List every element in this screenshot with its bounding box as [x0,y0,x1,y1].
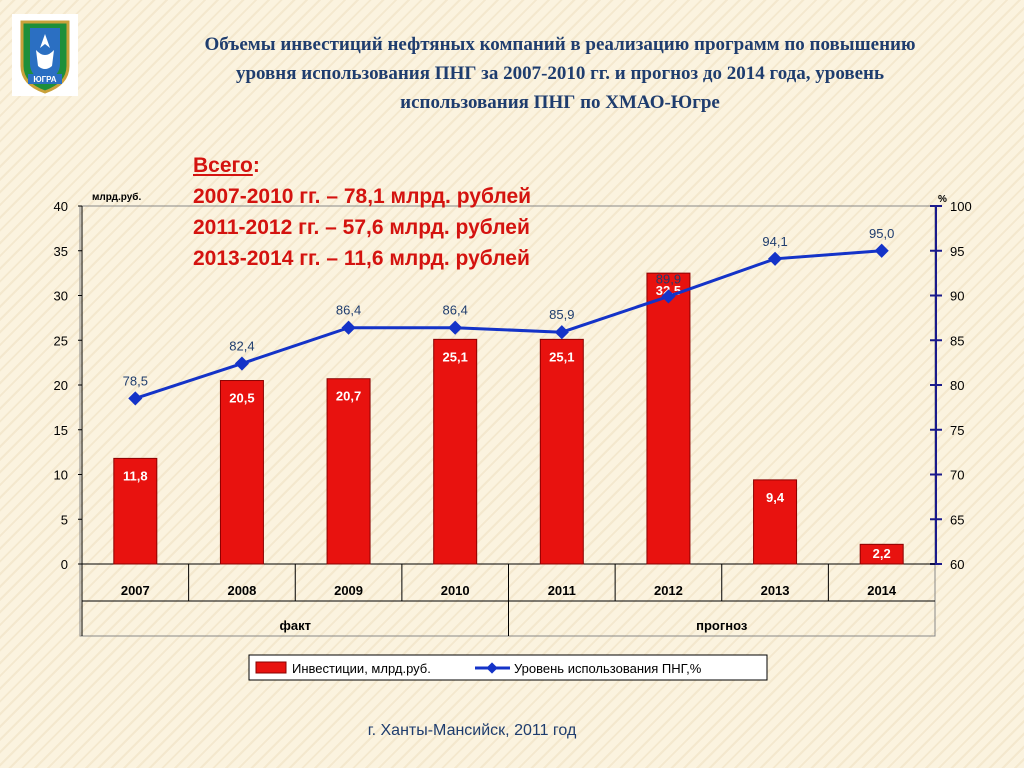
x-category-label: 2014 [867,583,897,598]
bar-value-label: 20,7 [336,389,361,404]
x-category-label: 2010 [441,583,470,598]
bar [219,380,264,565]
line-value-label: 95,0 [869,226,894,241]
bar [646,272,691,565]
y-left-tick-label: 10 [54,468,68,483]
line-point-marker [448,320,463,335]
bar-value-label: 25,1 [549,349,574,364]
x-group-label: факт [280,618,311,633]
line-series [134,249,882,400]
x-category-label: 2009 [334,583,363,598]
y-right-tick-label: 60 [950,557,964,572]
x-category-label: 2008 [227,583,256,598]
title-line-2: уровня использования ПНГ за 2007-2010 гг… [235,63,885,84]
y-left-tick-label: 30 [54,289,68,304]
y-left-tick-label: 25 [54,333,68,348]
y-right-tick-label: 70 [950,468,964,483]
line-point-marker [128,391,143,406]
y-right-unit-label: % [938,194,947,205]
totals-colon: : [252,154,260,177]
emblem-caption: ЮГРА [33,75,56,84]
line-point-marker [874,243,889,258]
bar [859,543,904,565]
y-right-tick-label: 90 [950,289,964,304]
bar-value-label: 25,1 [443,349,468,364]
totals-header: Всего [193,154,253,177]
totals-line-1: 2007-2010 гг. – 78,1 млрд. рублей [193,185,532,208]
bar [113,457,158,565]
line-value-label: 94,1 [762,234,787,249]
bar [753,479,798,565]
line-point-marker [554,325,569,340]
totals-block: Всего: 2007-2010 гг. – 78,1 млрд. рублей… [193,150,531,274]
bar-value-label: 11,8 [123,468,148,483]
totals-line-2: 2011-2012 гг. – 57,6 млрд. рублей [193,216,530,239]
x-group-label: прогноз [696,618,748,633]
x-category-label: 2011 [548,583,576,598]
line-point-marker [661,289,676,304]
y-left-tick-label: 0 [61,557,68,572]
y-left-tick-label: 20 [54,378,68,393]
y-left-tick-label: 40 [54,199,68,214]
bar-value-label: 20,5 [229,391,254,406]
y-left-tick-label: 35 [54,244,68,259]
legend-line-label: Уровень использования ПНГ,% [514,661,702,676]
y-right-tick-label: 80 [950,378,964,393]
line-point-marker [234,356,250,371]
legend-line-marker [486,662,498,674]
title-line-3: использования ПНГ по ХМАО-Югре [400,92,720,113]
totals-line-3: 2013-2014 гг. – 11,6 млрд. рублей [193,247,530,270]
x-category-label: 2012 [654,583,683,598]
line-value-label: 78,5 [123,373,148,388]
y-right-tick-label: 65 [950,512,964,527]
legend-bar-label: Инвестиции, млрд.руб. [292,661,431,676]
title-line-1: Объемы инвестиций нефтяных компаний в ре… [204,34,916,55]
line-point-marker [341,320,356,335]
line-value-label: 82,4 [229,339,254,354]
y-right-tick-label: 100 [950,199,972,214]
line-value-label: 89,9 [656,271,681,286]
y-right-tick-label: 75 [950,423,964,438]
page-title: Объемы инвестиций нефтяных компаний в ре… [120,30,1000,117]
y-left-unit-label: млрд.руб. [92,191,141,203]
bar [539,338,584,565]
y-right-tick-label: 85 [950,333,964,348]
bar [326,378,371,565]
line-value-label: 85,9 [549,307,574,322]
coat-of-arms-icon: ЮГРА [12,14,78,96]
footer-caption: г. Ханты-Мансийск, 2011 год [367,722,577,739]
bar-value-label: 9,4 [766,490,785,505]
bar [433,338,478,565]
bar-value-label: 2,2 [873,546,891,561]
x-category-label: 2007 [121,583,150,598]
legend-bar-swatch [255,661,287,674]
line-value-label: 86,4 [336,303,361,318]
y-right-tick-label: 95 [950,244,964,259]
y-left-tick-label: 5 [61,512,68,527]
line-value-label: 86,4 [443,303,468,318]
x-category-label: 2013 [761,583,790,598]
y-left-tick-label: 15 [54,423,68,438]
line-point-marker [767,251,783,266]
